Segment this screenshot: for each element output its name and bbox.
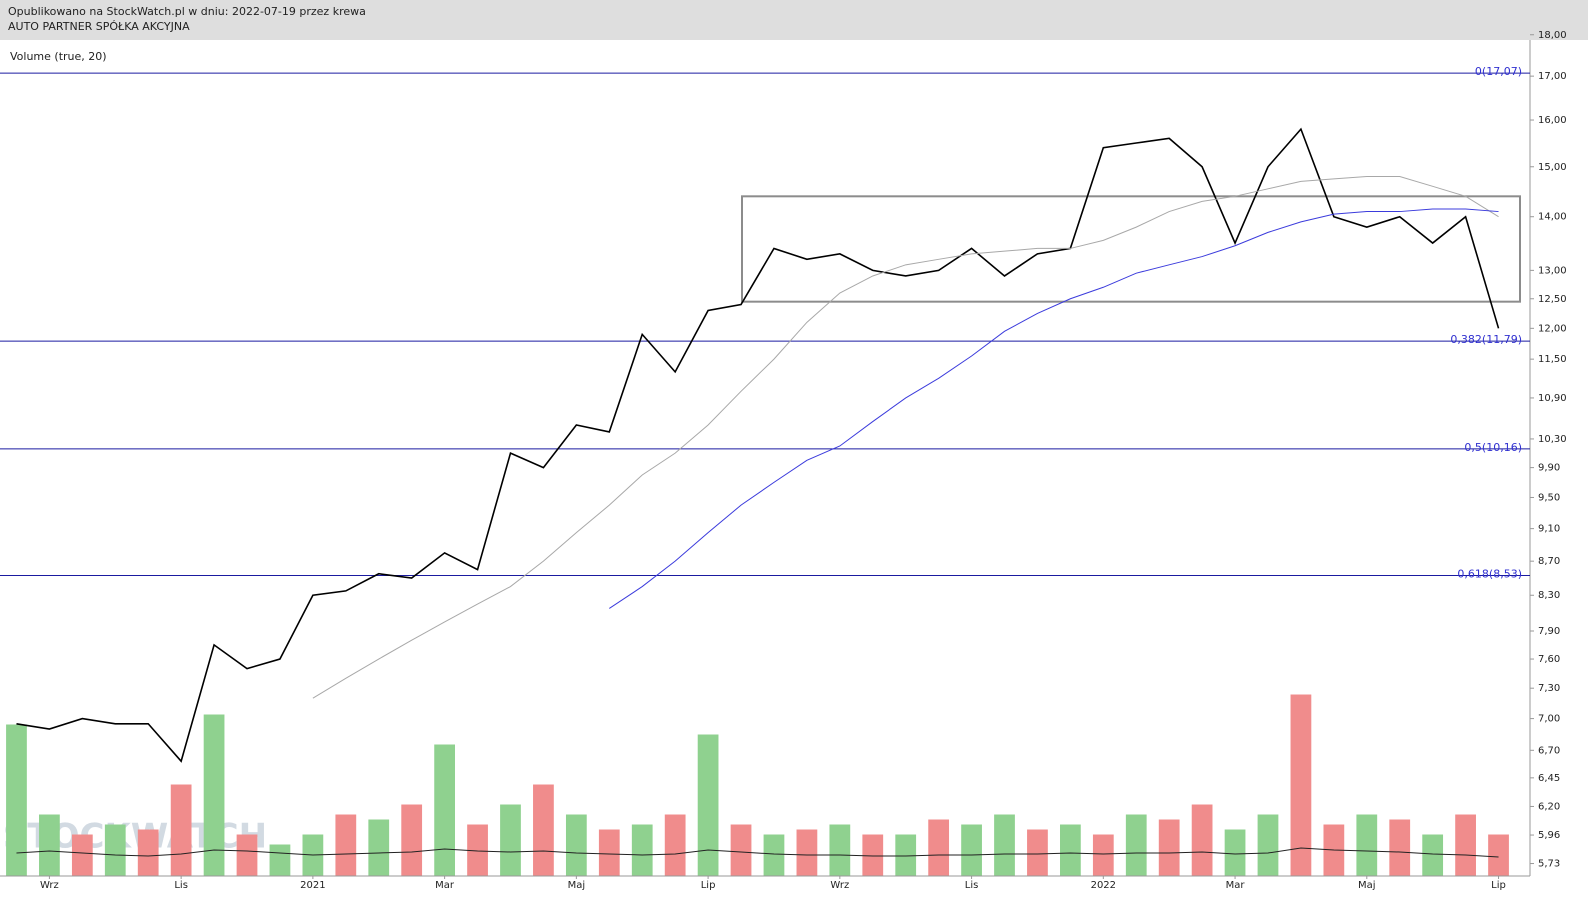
y-tick-label: 7,90	[1538, 626, 1560, 637]
volume-bar	[895, 834, 917, 876]
volume-bar	[565, 814, 587, 876]
y-tick-label: 12,00	[1538, 323, 1567, 334]
header-band	[0, 0, 1588, 40]
volume-bar	[664, 814, 686, 876]
x-tick-label: Lip	[1491, 880, 1506, 891]
price-line	[16, 127, 1500, 763]
volume-bar	[500, 804, 521, 876]
y-tick-label: 5,96	[1538, 830, 1560, 841]
y-tick-label: 7,00	[1538, 714, 1560, 725]
range-box	[741, 195, 1521, 303]
y-tick-label: 18,00	[1538, 30, 1567, 41]
x-tick-label: Lis	[965, 880, 979, 891]
volume-bar	[598, 829, 620, 876]
level-label: 0(17,07)	[1475, 65, 1522, 78]
volume-bar	[368, 819, 390, 876]
x-tick-label: Lis	[174, 880, 188, 891]
volume-bar	[862, 834, 884, 876]
volume-bar	[928, 819, 950, 876]
volume-bar	[631, 824, 653, 876]
volume-bar	[1027, 829, 1048, 876]
price-line	[312, 175, 1499, 699]
volume-bar	[1389, 819, 1411, 876]
volume-bar	[829, 824, 851, 876]
volume-bar	[1488, 834, 1509, 876]
volume-bar	[203, 714, 225, 876]
volume-bar	[1092, 834, 1114, 876]
x-tick-label: Maj	[1358, 880, 1376, 891]
volume-bar	[236, 834, 258, 876]
volume-bar	[994, 814, 1015, 876]
y-tick-label: 13,00	[1538, 265, 1567, 276]
volume-bar	[796, 829, 818, 876]
volume-bar	[137, 829, 159, 876]
volume-bar	[1422, 834, 1444, 876]
volume-bar	[39, 814, 60, 876]
volume-bar	[1125, 814, 1147, 876]
y-tick-label: 8,70	[1538, 556, 1560, 567]
y-tick-label: 9,50	[1538, 492, 1560, 503]
y-tick-label: 11,50	[1538, 354, 1567, 365]
x-tick-label: Wrz	[830, 880, 849, 891]
volume-bar	[401, 804, 423, 876]
volume-label: Volume (true, 20)	[10, 50, 107, 63]
volume-bar	[1356, 814, 1378, 876]
volume-bar	[533, 784, 554, 876]
volume-bar	[71, 834, 93, 876]
volume-bar	[1158, 819, 1180, 876]
y-tick-label: 6,45	[1538, 773, 1560, 784]
x-tick-label: 2021	[300, 880, 325, 891]
x-tick-label: Lip	[701, 880, 716, 891]
y-tick-label: 6,70	[1538, 745, 1560, 756]
y-tick-label: 10,90	[1538, 393, 1567, 404]
volume-bar	[434, 744, 456, 876]
y-tick-label: 9,10	[1538, 524, 1560, 535]
y-tick-label: 12,50	[1538, 294, 1567, 305]
y-tick-label: 7,60	[1538, 654, 1560, 665]
volume-bar	[763, 834, 785, 876]
subtitle: Opublikowano na StockWatch.pl w dniu: 20…	[8, 5, 366, 18]
volume-average	[16, 847, 1499, 858]
volume-bar	[730, 824, 752, 876]
level-label: 0,618(8,53)	[1457, 567, 1522, 580]
y-tick-label: 17,00	[1538, 71, 1567, 82]
x-tick-label: Mar	[1226, 880, 1246, 891]
y-tick-label: 8,30	[1538, 590, 1560, 601]
volume-bar	[6, 724, 27, 876]
x-tick-label: 2022	[1091, 880, 1116, 891]
x-tick-label: Wrz	[40, 880, 59, 891]
volume-bar	[467, 824, 488, 876]
y-tick-label: 7,30	[1538, 683, 1560, 694]
y-tick-label: 14,00	[1538, 212, 1567, 223]
volume-bar	[1290, 694, 1312, 876]
volume-bar	[961, 824, 982, 876]
volume-bar	[1257, 814, 1279, 876]
y-tick-label: 9,90	[1538, 463, 1560, 474]
volume-bar	[1455, 814, 1476, 876]
x-tick-label: Mar	[435, 880, 455, 891]
volume-bar	[335, 814, 357, 876]
title: AUTO PARTNER SPÓŁKA AKCYJNA	[8, 20, 190, 33]
volume-bar	[1224, 829, 1246, 876]
y-tick-label: 15,00	[1538, 162, 1567, 173]
volume-bar	[269, 844, 291, 876]
volume-bar	[1191, 804, 1213, 876]
volume-bar	[1060, 824, 1081, 876]
x-tick-label: Maj	[568, 880, 586, 891]
level-label: 0,5(10,16)	[1464, 441, 1522, 454]
level-label: 0,382(11,79)	[1450, 333, 1522, 346]
y-tick-label: 16,00	[1538, 115, 1567, 126]
volume-bar	[104, 824, 126, 876]
y-tick-label: 6,20	[1538, 801, 1560, 812]
volume-bar	[170, 784, 192, 876]
volume-bar	[697, 734, 719, 876]
price-line	[609, 208, 1499, 609]
y-tick-label: 5,73	[1538, 859, 1560, 870]
y-tick-label: 10,30	[1538, 434, 1567, 445]
